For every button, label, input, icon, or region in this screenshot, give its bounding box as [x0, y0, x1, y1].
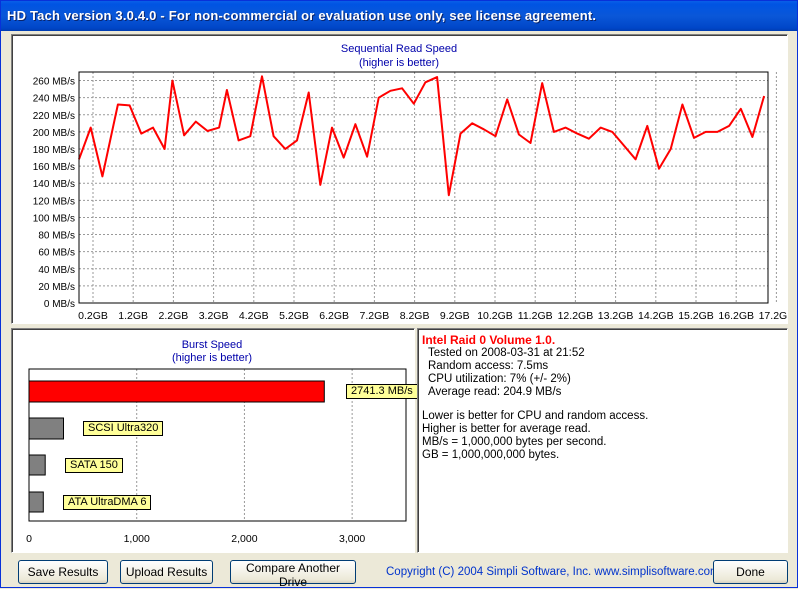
x-tick-label: 10.2GB	[477, 310, 513, 322]
burst-subtitle: (higher is better)	[172, 352, 252, 364]
y-tick-label: 220 MB/s	[33, 111, 75, 122]
sequential-read-panel: Sequential Read Speed (higher is better)…	[11, 34, 788, 324]
x-tick-label: 15.2GB	[678, 310, 714, 322]
y-tick-label: 80 MB/s	[38, 231, 75, 242]
x-tick-label: 9.2GB	[440, 310, 470, 322]
cpu-utilization: CPU utilization: 7% (+/- 2%)	[428, 373, 571, 385]
x-tick-label: 0.2GB	[78, 310, 108, 322]
burst-bar-label: SCSI Ultra320	[83, 421, 164, 436]
note-gb-definition: GB = 1,000,000,000 bytes.	[422, 449, 560, 461]
window-title: HD Tach version 3.0.4.0 - For non-commer…	[7, 8, 597, 23]
burst-bar-label: SATA 150	[65, 458, 123, 473]
x-tick-label: 17.2GB	[759, 310, 787, 322]
y-tick-label: 160 MB/s	[33, 162, 75, 173]
burst-plot-frame	[28, 368, 407, 522]
burst-x-axis: 0 1,000 2,000 3,000	[26, 533, 365, 545]
x-tick-label: 12.2GB	[558, 310, 594, 322]
upload-results-button[interactable]: Upload Results	[120, 560, 213, 584]
y-tick-label: 200 MB/s	[33, 128, 75, 139]
chart-subtitle: (higher is better)	[359, 57, 439, 69]
y-axis: 0 MB/s 20 MB/s 40 MB/s 60 MB/s 80 MB/s 100 MB…	[33, 77, 75, 310]
plot-frame	[78, 71, 769, 304]
burst-tick-label: 0	[26, 533, 32, 545]
y-tick-label: 40 MB/s	[38, 265, 75, 276]
burst-bar	[28, 454, 46, 476]
burst-title: Burst Speed	[182, 339, 243, 351]
save-results-button[interactable]: Save Results	[18, 560, 108, 584]
x-tick-label: 16.2GB	[718, 310, 754, 322]
burst-tick-label: 2,000	[231, 533, 257, 545]
note-lower-better: Lower is better for CPU and random acces…	[422, 410, 649, 422]
random-access: Random access: 7.5ms	[428, 360, 549, 372]
burst-bar	[28, 491, 44, 513]
burst-bars	[28, 380, 325, 513]
burst-tick-label: 3,000	[339, 533, 365, 545]
x-tick-label: 8.2GB	[400, 310, 430, 322]
note-mbs-definition: MB/s = 1,000,000 bytes per second.	[422, 436, 607, 448]
grid	[79, 72, 777, 303]
read-speed-line	[78, 75, 766, 197]
chart-title: Sequential Read Speed	[341, 43, 457, 55]
x-axis: 0.2GB 1.2GB 2.2GB 3.2GB 4.2GB 5.2GB 6.2GB 7.2GB…	[78, 310, 787, 322]
drive-info-panel: Intel Raid 0 Volume 1.0. Tested on 2008-…	[417, 328, 788, 553]
tested-on: Tested on 2008-03-31 at 21:52	[428, 347, 585, 359]
y-tick-label: 240 MB/s	[33, 94, 75, 105]
drive-name: Intel Raid 0 Volume 1.0.	[422, 333, 556, 347]
burst-tick-label: 1,000	[124, 533, 150, 545]
burst-bar	[28, 417, 64, 440]
compare-another-drive-button[interactable]: Compare Another Drive	[230, 560, 356, 589]
burst-speed-panel: Burst Speed (higher is better) 0 1,000 2,0…	[11, 328, 418, 553]
x-tick-label: 2.2GB	[159, 310, 189, 322]
x-tick-label: 14.2GB	[638, 310, 674, 322]
x-tick-label: 1.2GB	[118, 310, 148, 322]
burst-speed-chart: Burst Speed (higher is better) 0 1,000 2,0…	[26, 339, 407, 545]
average-read: Average read: 204.9 MB/s	[428, 386, 562, 398]
y-tick-label: 180 MB/s	[33, 145, 75, 156]
x-tick-label: 11.2GB	[518, 310, 553, 322]
burst-bar-label: ATA UltraDMA 6	[63, 495, 152, 510]
x-tick-label: 13.2GB	[598, 310, 634, 322]
y-tick-label: 260 MB/s	[33, 77, 75, 88]
x-tick-label: 7.2GB	[360, 310, 390, 322]
x-tick-label: 3.2GB	[199, 310, 229, 322]
x-tick-label: 4.2GB	[239, 310, 269, 322]
done-button[interactable]: Done	[713, 560, 788, 584]
sequential-read-chart: Sequential Read Speed (higher is better)…	[33, 43, 787, 322]
y-tick-label: 100 MB/s	[33, 213, 75, 224]
title-bar[interactable]: HD Tach version 3.0.4.0 - For non-commer…	[1, 1, 797, 31]
copyright-link[interactable]: Copyright (C) 2004 Simpli Software, Inc.…	[386, 566, 720, 578]
y-tick-label: 20 MB/s	[38, 282, 75, 293]
note-higher-better: Higher is better for average read.	[422, 423, 591, 435]
y-tick-label: 140 MB/s	[33, 179, 75, 190]
burst-bar	[28, 380, 325, 403]
x-tick-label: 6.2GB	[319, 310, 349, 322]
x-tick-label: 5.2GB	[279, 310, 309, 322]
burst-bar-label: 2741.3 MB/s	[346, 384, 418, 399]
y-tick-label: 0 MB/s	[44, 299, 75, 310]
y-tick-label: 120 MB/s	[33, 196, 75, 207]
y-tick-label: 60 MB/s	[38, 248, 75, 259]
